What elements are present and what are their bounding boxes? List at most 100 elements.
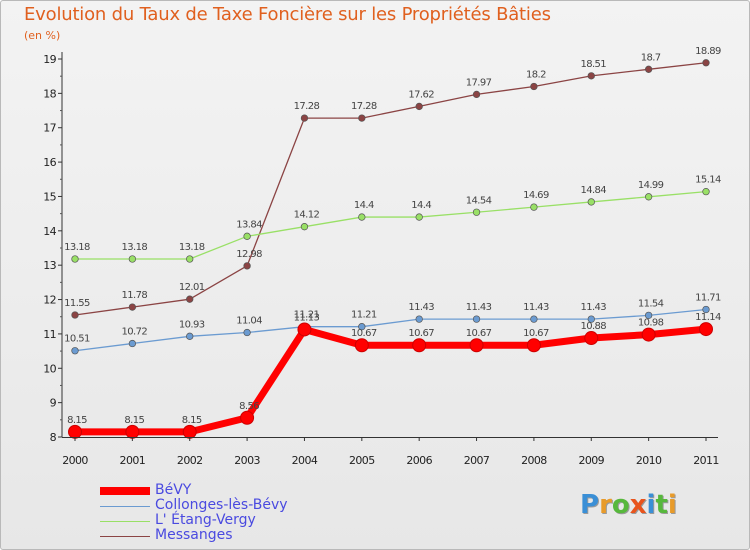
- data-point: [472, 90, 481, 99]
- y-axis-unit-label: (en %): [24, 29, 61, 42]
- data-point: [699, 322, 713, 337]
- x-tick-label: 2006: [406, 454, 432, 467]
- data-point: [584, 331, 599, 346]
- data-point: [702, 187, 710, 196]
- data-point: [412, 338, 427, 353]
- legend-label-messanges: Messanges: [155, 527, 233, 543]
- data-label: 14.84: [580, 185, 606, 196]
- data-label: 11.78: [122, 290, 148, 301]
- value-labels-layer: 8.15 8.15 8.15 8.56 11.13 10.67 10.67 10.67 10.6…: [64, 46, 721, 426]
- data-point: [186, 255, 194, 263]
- data-point: [125, 424, 140, 439]
- data-point: [297, 322, 312, 337]
- data-label: 10.93: [179, 319, 205, 330]
- data-label: 11.54: [638, 298, 664, 309]
- data-label: 11.55: [64, 298, 90, 309]
- data-label: 11.43: [408, 302, 434, 313]
- axes-layer: 8 9 10 11 12 13 14 15 16 17 18 19 2000 2001 2002 2003 20…: [43, 52, 719, 467]
- data-label: 17.97: [466, 77, 492, 88]
- y-tick-label: 19: [43, 53, 56, 66]
- chart-title: Evolution du Taux de Taxe Foncière sur l…: [24, 4, 551, 25]
- data-point: [415, 315, 423, 323]
- data-label: 10.72: [122, 327, 148, 338]
- legend-swatch-etang-vergy: [100, 521, 150, 522]
- data-point: [128, 339, 137, 348]
- y-tick-label: 17: [43, 122, 56, 135]
- data-point: [530, 315, 538, 323]
- data-point: [587, 198, 595, 206]
- series-line-2: [74, 190, 707, 260]
- data-label: 14.54: [466, 195, 492, 206]
- data-label: 14.69: [523, 190, 549, 201]
- y-tick-label: 9: [50, 397, 57, 410]
- logo-letter: x: [629, 490, 647, 520]
- data-point: [472, 315, 481, 323]
- logo-letter: i: [667, 490, 677, 520]
- y-tick-label: 10: [43, 362, 56, 375]
- data-label: 8.15: [124, 415, 144, 426]
- series-line-1: [74, 308, 707, 352]
- data-point: [472, 208, 481, 216]
- x-tick-label: 2009: [578, 454, 604, 467]
- legend: BéVY Collonges-lès-Bévy L' Étang-Vergy M…: [100, 483, 400, 544]
- series-line-3: [74, 62, 707, 316]
- data-point: [128, 303, 137, 311]
- data-point: [702, 305, 710, 314]
- data-label: 18.89: [695, 46, 721, 57]
- data-label: 14.4: [411, 200, 431, 211]
- y-tick-label: 15: [43, 190, 56, 203]
- data-label: 18.51: [580, 59, 606, 70]
- data-label: 8.15: [67, 415, 87, 426]
- data-point: [186, 295, 194, 303]
- data-point: [415, 213, 423, 221]
- data-point: [358, 323, 366, 331]
- data-label: 17.62: [408, 89, 434, 100]
- data-label: 11.43: [466, 302, 492, 313]
- series-line-0: [71, 325, 710, 436]
- proxiti-logo: Proxiti: [580, 490, 677, 520]
- data-point: [71, 255, 79, 263]
- data-point: [300, 114, 309, 122]
- logo-letter: r: [599, 490, 612, 520]
- data-label: 10.88: [580, 321, 606, 332]
- data-point: [128, 255, 137, 263]
- data-label: 18.7: [641, 52, 661, 63]
- x-tick-label: 2008: [521, 454, 547, 467]
- legend-swatch-bevy: [100, 487, 150, 495]
- data-label: 10.51: [64, 334, 90, 345]
- y-tick-label: 14: [43, 225, 56, 238]
- data-label: 17.28: [294, 101, 320, 112]
- y-tick-label: 11: [43, 328, 56, 341]
- data-label: 13.84: [236, 219, 262, 230]
- data-point: [415, 102, 423, 111]
- x-tick-label: 2004: [292, 454, 318, 467]
- legend-item-messanges: Messanges: [100, 527, 400, 544]
- data-point: [240, 410, 255, 425]
- legend-swatch-collonges: [100, 506, 150, 507]
- data-label: 14.99: [638, 180, 664, 191]
- data-label: 11.21: [294, 310, 320, 321]
- data-label: 15.14: [695, 175, 721, 186]
- data-label: 11.04: [236, 316, 262, 327]
- logo-letter: P: [580, 490, 600, 520]
- y-tick-label: 8: [50, 431, 57, 444]
- logo-letter: i: [646, 490, 656, 520]
- data-point: [469, 338, 484, 353]
- data-point: [71, 347, 79, 355]
- data-point: [71, 311, 79, 319]
- data-label: 10.67: [523, 328, 549, 339]
- data-point: [354, 338, 369, 353]
- data-label: 10.98: [638, 318, 664, 329]
- data-label: 12.01: [179, 282, 205, 293]
- legend-swatch-messanges: [100, 536, 150, 537]
- x-tick-label: 2005: [349, 454, 375, 467]
- legend-item-collonges: Collonges-lès-Bévy: [100, 498, 400, 514]
- y-tick-label: 12: [43, 294, 56, 307]
- data-label: 11.13: [294, 312, 320, 323]
- legend-item-bevy: BéVY: [100, 483, 400, 499]
- x-tick-label: 2002: [177, 454, 203, 467]
- y-tick-label: 13: [43, 259, 56, 272]
- data-label: 14.4: [354, 200, 374, 211]
- data-label: 11.71: [695, 293, 721, 304]
